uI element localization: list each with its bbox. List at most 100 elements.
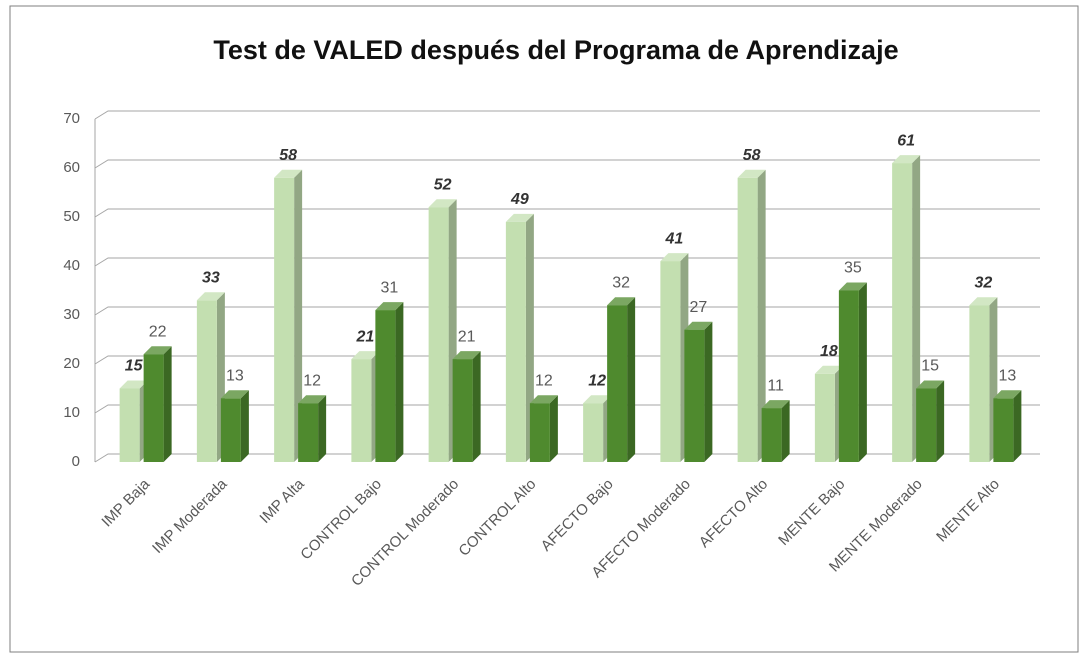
data-label: 12	[535, 372, 553, 389]
bar-side	[704, 321, 713, 462]
bar-top	[529, 395, 558, 404]
y-tick-label: 60	[63, 159, 80, 176]
bar	[143, 354, 164, 462]
bar	[814, 373, 835, 462]
bar	[607, 305, 628, 462]
bar-side	[472, 351, 481, 462]
data-label: 32	[612, 274, 630, 291]
y-tick-label: 30	[63, 306, 80, 323]
bar-top	[993, 390, 1022, 399]
y-tick-label: 40	[63, 257, 80, 274]
bar-top	[814, 365, 843, 374]
data-label: 58	[743, 147, 761, 164]
bar	[119, 388, 140, 462]
bar-side	[525, 213, 534, 462]
bar-side	[936, 380, 945, 462]
data-label: 35	[844, 260, 862, 277]
bar-side	[163, 346, 172, 462]
data-label: 49	[510, 191, 529, 208]
y-tick-label: 70	[63, 110, 80, 127]
bar-top	[583, 395, 612, 404]
grid-line	[94, 453, 1040, 463]
data-label: 21	[458, 328, 476, 345]
bar-top	[505, 213, 534, 222]
bar	[916, 388, 937, 462]
bar-side	[1013, 390, 1022, 462]
bar-top	[892, 155, 921, 164]
y-tick-label: 10	[63, 404, 80, 421]
bar-top	[119, 380, 148, 389]
bar	[505, 221, 526, 462]
bar	[993, 398, 1014, 462]
bar-top	[143, 346, 172, 355]
bar	[375, 310, 396, 462]
data-label: 13	[998, 368, 1016, 385]
bar-top	[428, 199, 457, 208]
bar	[684, 329, 705, 462]
data-label: 52	[434, 176, 452, 193]
data-label: 58	[279, 147, 297, 164]
bar-top	[452, 351, 481, 360]
bar-top	[761, 400, 790, 409]
bar	[660, 261, 681, 462]
y-tick-label: 20	[63, 355, 80, 372]
bar-top	[969, 297, 998, 306]
bar-top	[196, 292, 225, 301]
bar	[583, 403, 604, 462]
bar-top	[298, 395, 327, 404]
data-label: 12	[303, 372, 321, 389]
data-label: 12	[588, 372, 606, 389]
bar	[892, 163, 913, 462]
bar	[969, 305, 990, 462]
data-label: 15	[125, 358, 144, 375]
bar	[351, 359, 372, 462]
bar	[298, 403, 319, 462]
bar-top	[351, 351, 380, 360]
y-tick-label: 0	[72, 453, 80, 470]
bar-side	[549, 395, 558, 462]
bar	[428, 207, 449, 462]
bar-top	[838, 282, 867, 291]
bar-side	[781, 400, 790, 462]
data-label: 32	[974, 274, 992, 291]
bar-top	[737, 169, 766, 178]
bar	[196, 300, 217, 462]
y-tick-label: 50	[63, 208, 80, 225]
data-label: 21	[355, 328, 374, 345]
bar	[274, 177, 295, 463]
bar	[452, 359, 473, 462]
chart-title: Test de VALED después del Programa de Ap…	[213, 35, 898, 65]
grid-line	[94, 159, 1040, 169]
data-label: 33	[202, 270, 220, 287]
grid-line	[94, 110, 1040, 120]
bar-top	[660, 253, 689, 262]
bar-top	[607, 297, 636, 306]
data-label: 13	[226, 368, 244, 385]
bar	[838, 290, 859, 462]
bar	[220, 398, 241, 462]
grid-line	[94, 208, 1040, 218]
data-label: 61	[897, 132, 915, 149]
grid-line	[94, 355, 1040, 365]
bar-top	[375, 302, 404, 311]
data-label: 31	[380, 279, 398, 296]
bar-side	[627, 297, 636, 462]
bar-top	[916, 380, 945, 389]
bar-top	[220, 390, 249, 399]
data-label: 41	[664, 230, 683, 247]
grid-line	[94, 257, 1040, 267]
data-label: 27	[689, 299, 707, 316]
bar-top	[684, 321, 713, 330]
bar-side	[912, 155, 921, 462]
data-label: 15	[921, 358, 939, 375]
bar-side	[318, 395, 327, 462]
grid-line	[94, 306, 1040, 316]
grid-line	[94, 404, 1040, 414]
bar-side	[395, 302, 404, 462]
bar-side	[757, 169, 766, 463]
bar-side	[858, 282, 867, 462]
data-label: 11	[767, 377, 784, 394]
bar	[737, 177, 758, 463]
bar-top	[274, 169, 303, 178]
